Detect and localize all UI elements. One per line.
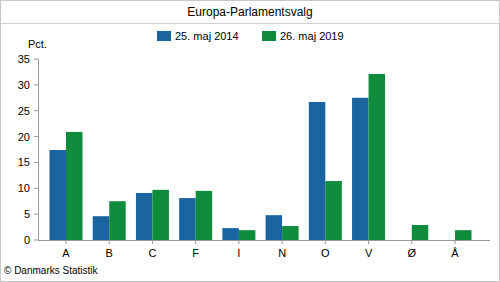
y-tick-label: 10: [18, 182, 30, 194]
legend-swatch: [262, 31, 276, 41]
y-tick-label: 0: [24, 234, 30, 246]
y-tick-label: 30: [18, 79, 30, 91]
legend-label: 25. maj 2014: [175, 30, 239, 42]
x-tick: [368, 240, 369, 244]
x-tick: [66, 240, 67, 244]
x-tick-label: O: [321, 247, 330, 259]
y-tick: [34, 110, 38, 111]
bar: [50, 150, 66, 240]
x-tick: [282, 240, 283, 244]
title: Europa-Parlamentsvalg: [187, 5, 312, 19]
x-tick-label: N: [278, 247, 286, 259]
y-tick-label: 20: [18, 131, 30, 143]
y-tick: [34, 188, 38, 189]
bar: [412, 225, 429, 240]
source: © Danmarks Statistik: [4, 265, 99, 276]
x-tick: [109, 240, 110, 244]
y-tick: [34, 59, 38, 60]
y-tick-label: 25: [18, 105, 30, 117]
bar: [109, 201, 126, 240]
bar: [239, 230, 256, 240]
legend-label: 26. maj 2019: [280, 30, 344, 42]
x-axis: [38, 240, 490, 241]
bar: [179, 198, 196, 240]
bar: [196, 191, 213, 240]
y-tick: [34, 214, 38, 215]
bar: [222, 228, 239, 240]
y-axis: [38, 59, 39, 240]
x-tick-label: Å: [451, 247, 459, 259]
x-tick-label: V: [365, 247, 373, 259]
bar: [282, 226, 299, 240]
x-tick: [454, 240, 455, 244]
y-tick: [34, 240, 38, 241]
x-tick-label: A: [62, 247, 70, 259]
x-tick: [238, 240, 239, 244]
x-tick-label: B: [106, 247, 113, 259]
y-tick: [34, 84, 38, 85]
y-tick: [34, 162, 38, 163]
bar: [93, 216, 110, 240]
bar: [309, 102, 326, 240]
bar: [352, 98, 369, 240]
bar: [325, 181, 342, 240]
bar: [266, 215, 283, 240]
x-tick: [152, 240, 153, 244]
y-tick: [34, 136, 38, 137]
x-tick-label: I: [237, 247, 240, 259]
y-axis-label: Pct.: [28, 38, 47, 50]
x-tick: [411, 240, 412, 244]
x-tick: [195, 240, 196, 244]
bars: [50, 74, 472, 240]
x-tick-label: C: [148, 247, 156, 259]
bar: [455, 230, 472, 240]
frame: [1, 1, 500, 282]
y-tick-label: 15: [18, 156, 30, 168]
x-tick: [325, 240, 326, 244]
x-tick-label: F: [192, 247, 199, 259]
bar: [152, 190, 169, 240]
chart: Europa-Parlamentsvalg 25. maj 2014 26. maj…: [0, 0, 500, 282]
bar: [136, 193, 153, 240]
x-tick-label: Ø: [407, 247, 416, 259]
bar: [369, 74, 386, 240]
y-tick-label: 5: [24, 208, 30, 220]
bar: [66, 132, 83, 240]
legend-swatch: [157, 31, 171, 41]
title-separator: [1, 23, 499, 24]
y-tick-label: 35: [18, 53, 30, 65]
